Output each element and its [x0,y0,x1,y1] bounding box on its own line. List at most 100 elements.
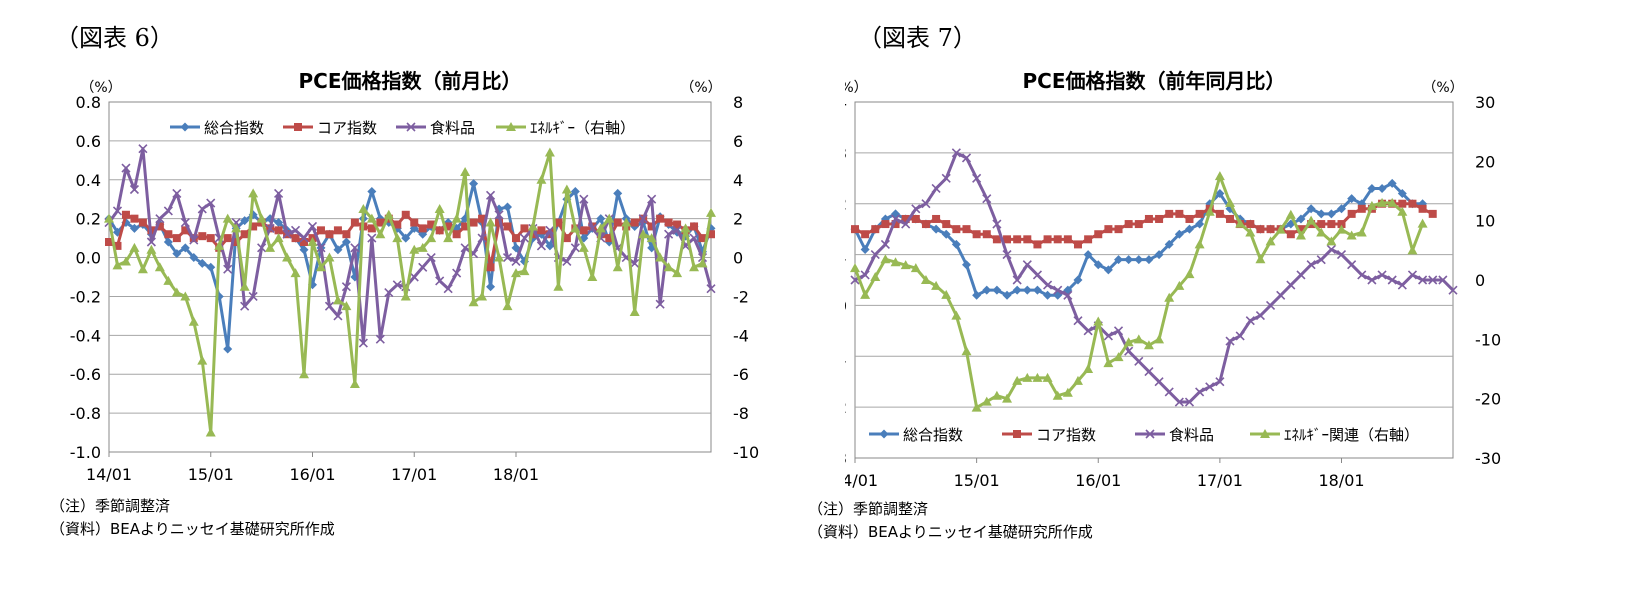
right-axis-unit: （%） [1422,80,1463,96]
data-point-3 [1022,372,1033,382]
data-point-1 [401,210,410,219]
data-point-3 [468,297,479,307]
data-point-0 [951,239,961,249]
data-point-1 [1043,235,1052,244]
data-point-2 [494,210,504,220]
data-point-1 [992,235,1001,244]
data-point-1 [1165,209,1174,218]
data-point-2 [951,148,961,158]
data-point-3 [604,213,615,223]
legend-label: 食料品 [430,119,475,137]
data-point-3 [1225,197,1236,207]
data-point-1 [1104,225,1113,234]
data-point-3 [146,244,157,254]
right-axis-tick-label: 6 [733,132,743,151]
data-point-2 [1053,285,1063,295]
data-point-0 [570,186,580,196]
data-point-0 [1387,178,1397,188]
data-point-1 [232,238,241,246]
data-point-3 [612,262,623,272]
data-point-2 [146,237,156,247]
left-axis-tick-label: 0.0 [76,249,101,268]
data-point-1 [861,230,870,239]
data-point-1 [1337,220,1346,229]
data-point-3 [451,213,462,223]
chart-title: PCE価格指数（前年同月比） [1023,69,1286,93]
data-point-2 [1154,377,1164,387]
right-axis-tick-label: 2 [733,210,743,229]
data-point-2 [536,241,546,251]
data-point-3 [561,184,572,194]
figure-6-label: （図表 6） [55,24,174,52]
data-point-3 [222,213,233,223]
data-point-2 [367,233,377,243]
data-point-3 [646,233,657,243]
data-point-2 [180,217,190,228]
data-point-1 [393,220,402,229]
data-point-3 [1377,197,1388,207]
data-point-legend-2 [406,122,416,132]
data-point-2 [274,188,284,198]
data-point-3 [1062,387,1073,397]
data-point-1 [656,214,665,223]
data-point-legend-1 [294,123,302,131]
left-axis-tick-label: -0.8 [70,404,101,423]
data-point-3 [104,213,114,223]
data-point-1 [198,232,207,241]
legend-label: ｴﾈﾙｷﾞｰ関連（右軸） [1284,426,1419,444]
data-point-2 [1113,326,1124,336]
left-axis-tick-label: -3 [845,449,847,468]
data-point-0 [1022,285,1032,295]
data-point-3 [1417,218,1428,228]
data-point-2 [570,243,580,253]
data-point-3 [1174,280,1185,290]
data-point-0 [1316,209,1326,219]
data-point-3 [1154,334,1165,344]
x-axis-tick-label: 18/01 [493,465,539,484]
data-point-3 [1306,215,1317,225]
data-point-2 [1063,290,1073,300]
data-point-1 [871,225,880,234]
data-point-0 [503,202,513,212]
data-point-0 [1174,229,1184,239]
data-point-1 [1134,220,1143,229]
data-point-2 [961,153,972,163]
data-point-1 [113,241,122,250]
data-point-3 [910,263,921,273]
data-point-3 [315,262,326,272]
plot-area [854,101,1454,459]
data-point-0 [545,241,555,251]
data-point-1 [206,234,215,243]
data-point-3 [349,378,360,388]
legend-label: ｴﾈﾙｷﾞｰ（右軸） [530,119,635,137]
data-point-3 [655,252,666,262]
data-point-1 [972,230,981,239]
data-point-2 [1002,250,1012,260]
figure-6-note: （注）季節調整済 [50,497,171,515]
data-point-1 [1195,209,1204,218]
right-axis-tick-label: -8 [733,404,749,423]
legend-label: 総合指数 [204,119,264,137]
data-point-0 [1002,290,1012,300]
right-axis-tick-label: 4 [733,171,743,190]
data-point-2 [655,299,665,309]
data-point-1 [982,230,991,239]
data-point-1 [891,220,900,229]
data-point-3 [570,223,581,233]
data-point-1 [427,220,436,229]
data-point-2 [163,206,173,216]
data-point-0 [341,237,351,247]
data-point-2 [1357,270,1367,280]
data-point-1 [164,230,173,239]
data-point-2 [1255,311,1265,321]
data-point-2 [129,184,140,195]
data-point-2 [112,206,123,216]
data-point-1 [452,230,461,239]
data-point-1 [1033,240,1042,249]
data-point-1 [1073,240,1082,249]
data-point-3 [299,369,310,379]
data-point-2 [587,223,597,233]
data-point-1 [469,218,478,227]
left-axis-tick-label: -2 [845,398,847,417]
data-point-legend-1 [1013,430,1021,438]
